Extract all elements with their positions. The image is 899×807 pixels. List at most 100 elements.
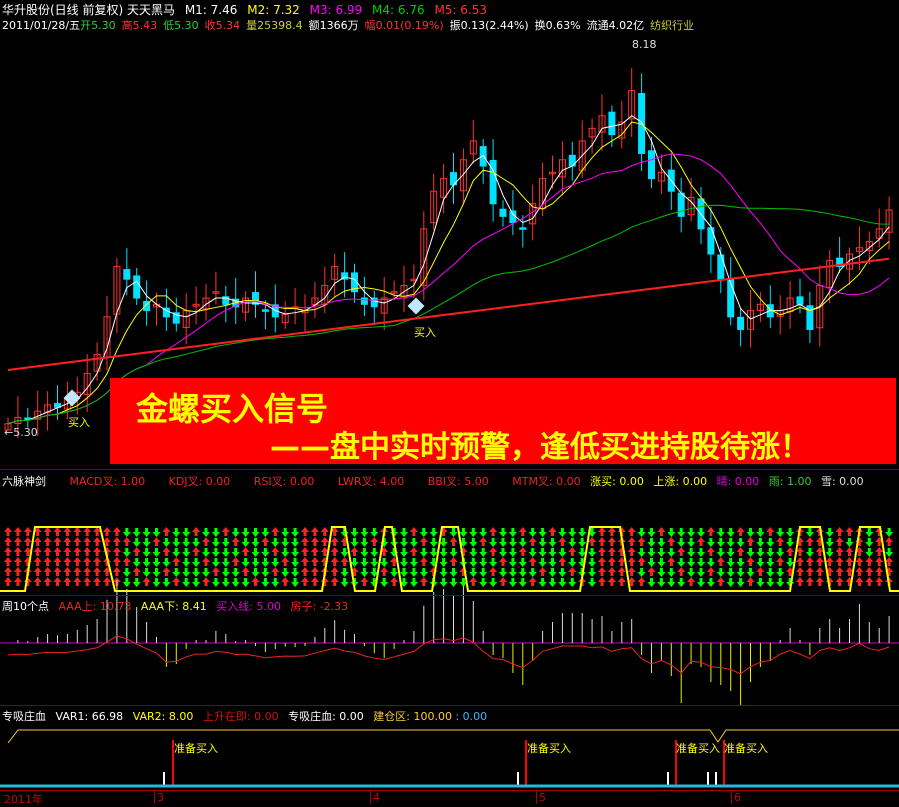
signal-arrow	[310, 557, 319, 566]
signal-arrow	[53, 527, 62, 536]
signal-arrow	[33, 537, 42, 546]
signal-arrow	[835, 577, 844, 586]
signal-arrow	[499, 577, 507, 586]
signal-arrow	[875, 577, 884, 586]
signal-arrow	[726, 568, 735, 577]
candle-body	[252, 292, 259, 305]
signal-arrow	[835, 527, 844, 536]
signal-arrow	[885, 557, 894, 566]
signal-arrow	[152, 548, 161, 557]
candle-body	[826, 259, 834, 288]
signal-arrow	[291, 568, 300, 577]
signal-arrow	[439, 548, 448, 557]
signal-arrow	[677, 528, 686, 537]
signal-arrow	[301, 567, 309, 576]
signal-arrow	[340, 568, 349, 577]
signal-arrow	[380, 578, 389, 587]
signal-arrow	[538, 558, 547, 567]
signal-arrow	[4, 537, 12, 546]
signal-arrow	[261, 568, 270, 577]
signal-arrow	[202, 528, 210, 537]
quote-bar: 2011/01/28/五开5.30 高5.43 低5.30 收5.34 量25398.4…	[2, 17, 700, 33]
signal-arrow	[182, 568, 191, 577]
signal-arrow	[162, 527, 171, 536]
signal-arrow	[112, 547, 121, 556]
signal-arrow	[875, 527, 884, 536]
signal-arrow	[301, 537, 309, 546]
signal-arrow	[261, 558, 270, 567]
signal-arrow	[459, 567, 468, 576]
signal-arrow	[221, 527, 230, 536]
signal-arrow	[23, 557, 32, 566]
signal-arrow	[4, 527, 12, 536]
var2-value: VAR2: 8.00	[132, 710, 194, 723]
signal-arrow	[350, 547, 359, 556]
signal-arrow	[667, 528, 676, 537]
signal-arrow	[796, 577, 804, 586]
signal-arrow	[647, 528, 656, 537]
signal-arrow	[865, 538, 874, 547]
candle-body	[519, 227, 527, 230]
signal-arrow	[122, 578, 131, 587]
candle-body	[648, 150, 655, 180]
signal-arrow	[192, 578, 201, 587]
signal-arrow	[142, 568, 151, 577]
signal-arrow	[726, 578, 735, 587]
signal-arrow	[192, 547, 201, 556]
signal-arrow	[271, 538, 280, 547]
signal-arrow	[261, 578, 270, 587]
signal-arrow	[568, 547, 577, 556]
signal-arrow	[53, 547, 62, 556]
signal-arrow	[340, 528, 349, 537]
low: 低5.30	[163, 19, 199, 32]
signal-arrow	[855, 537, 864, 546]
candle-body	[756, 303, 764, 311]
signal-arrow	[558, 568, 567, 577]
signal-arrow	[241, 567, 250, 576]
candle-body	[192, 303, 200, 307]
ma-m4: M4: 6.76	[372, 3, 425, 17]
signal-arrow	[479, 578, 488, 587]
signal-arrow	[13, 537, 22, 546]
signal-arrow	[182, 558, 191, 567]
signal-arrow	[350, 538, 359, 547]
signal-arrow	[746, 568, 755, 577]
candle-body	[341, 272, 349, 280]
signal-arrow	[132, 538, 141, 547]
signal-arrow	[706, 538, 715, 547]
signal-arrow	[865, 577, 874, 586]
signal-arrow	[875, 547, 884, 556]
candle-body	[133, 275, 141, 299]
axis-label-month: 3	[154, 791, 164, 804]
candle-body	[222, 296, 230, 305]
signal-arrow	[350, 567, 359, 576]
candle-body	[608, 111, 616, 136]
signal-arrow	[588, 568, 597, 577]
signal-arrow	[73, 577, 82, 586]
signal-arrow	[449, 537, 458, 546]
candle-body	[380, 297, 388, 314]
signal-arrow	[162, 558, 171, 567]
signal-arrow	[617, 527, 626, 536]
signal-arrow	[647, 578, 656, 587]
signal-arrow	[132, 558, 141, 567]
signal-arrow	[400, 558, 408, 567]
signal-arrow	[766, 568, 775, 577]
signal-arrow	[746, 528, 755, 537]
signal-arrow	[499, 557, 507, 566]
candle-body	[370, 297, 378, 308]
signal-arrow	[33, 547, 42, 556]
signal-arrow	[13, 557, 22, 566]
signal-arrow	[301, 557, 309, 566]
signal-arrow	[805, 557, 814, 566]
signal-arrow	[370, 528, 379, 537]
signal-arrow	[508, 528, 517, 537]
signal-arrow	[43, 537, 52, 546]
axis-label-month: 4	[370, 791, 380, 804]
signal-arrow	[281, 538, 290, 547]
signal-arrow	[835, 567, 844, 576]
signal-arrow	[647, 548, 656, 557]
signal-arrow	[726, 548, 735, 557]
signal-arrow	[875, 537, 884, 546]
